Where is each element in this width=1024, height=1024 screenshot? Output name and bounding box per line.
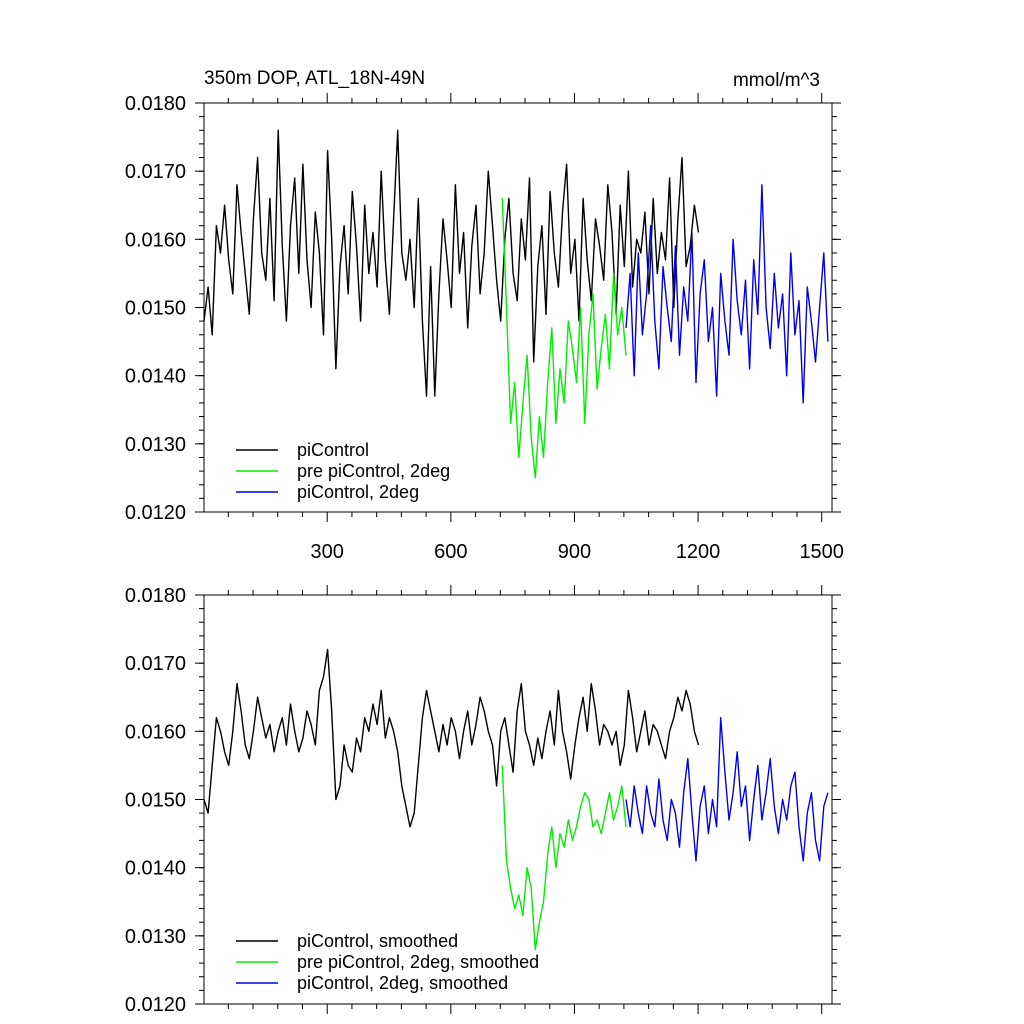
top-x-tick-label: 900	[558, 541, 591, 563]
bottom-legend-label-1: piControl, smoothed	[297, 931, 458, 951]
top-legend-label-2: pre piControl, 2deg	[297, 461, 450, 481]
top-plot-frame	[203, 102, 833, 513]
bottom-y-tick-label: 0.0170	[125, 653, 186, 675]
bottom-panel: 0.0120 0.0130 0.0140 0.0150 0.0160 0.0170 0.01…	[125, 585, 841, 1016]
top-panel: 350m DOP, ATL_18N-49N mmol/m^3 0.01200.0…	[125, 68, 844, 563]
bottom-plot-frame	[203, 594, 833, 1005]
top-y-tick-label: 0.0170	[125, 161, 186, 183]
bottom-legend-label-3: piControl, 2deg, smoothed	[297, 973, 508, 993]
bottom-y-tick-label: 0.0120	[125, 994, 186, 1016]
top-plot-axes: 0.0120 0.0130 0.0140 0.0150 0.0160 0.0170 0.01…	[125, 93, 844, 563]
top-chart-title: 350m DOP, ATL_18N-49N	[204, 68, 425, 89]
top-x-tick-label: 300	[311, 541, 344, 563]
bottom-y-tick-label: 0.0130	[125, 926, 186, 948]
bottom-y-tick-label: 0.0140	[125, 858, 186, 880]
top-x-tick-label: 1500	[799, 541, 844, 563]
bottom-y-tick-label: 0.0180	[125, 585, 186, 607]
bottom-plot-series	[203, 648, 829, 951]
bottom-y-tick-label: 0.0150	[125, 790, 186, 812]
bottom-series-line-2	[501, 765, 627, 951]
bottom-series-line-1	[203, 648, 700, 828]
top-y-tick-label: 0.0120	[125, 502, 186, 524]
top-y-tick-label: 0.0140	[125, 366, 186, 388]
top-legend-label-3: piControl, 2deg	[297, 482, 419, 502]
bottom-series-line-3	[625, 717, 829, 862]
top-series-line-2	[501, 198, 627, 479]
top-plot-series	[203, 129, 829, 479]
top-y-tick-label: 0.0160	[125, 229, 186, 251]
top-y-tick-label: 0.0130	[125, 434, 186, 456]
top-x-tick-label: 1200	[676, 541, 721, 563]
top-y-tick-label: 0.0180	[125, 93, 186, 115]
top-chart-units: mmol/m^3	[733, 70, 820, 91]
bottom-legend-label-2: pre piControl, 2deg, smoothed	[297, 952, 539, 972]
top-y-tick-label: 0.0150	[125, 298, 186, 320]
top-legend-label-1: piControl	[297, 440, 369, 460]
bottom-y-tick-label: 0.0160	[125, 721, 186, 743]
top-x-tick-label: 600	[434, 541, 467, 563]
top-series-line-3	[625, 184, 829, 404]
bottom-plot-axes: 0.0120 0.0130 0.0140 0.0150 0.0160 0.0170 0.01…	[125, 585, 841, 1016]
